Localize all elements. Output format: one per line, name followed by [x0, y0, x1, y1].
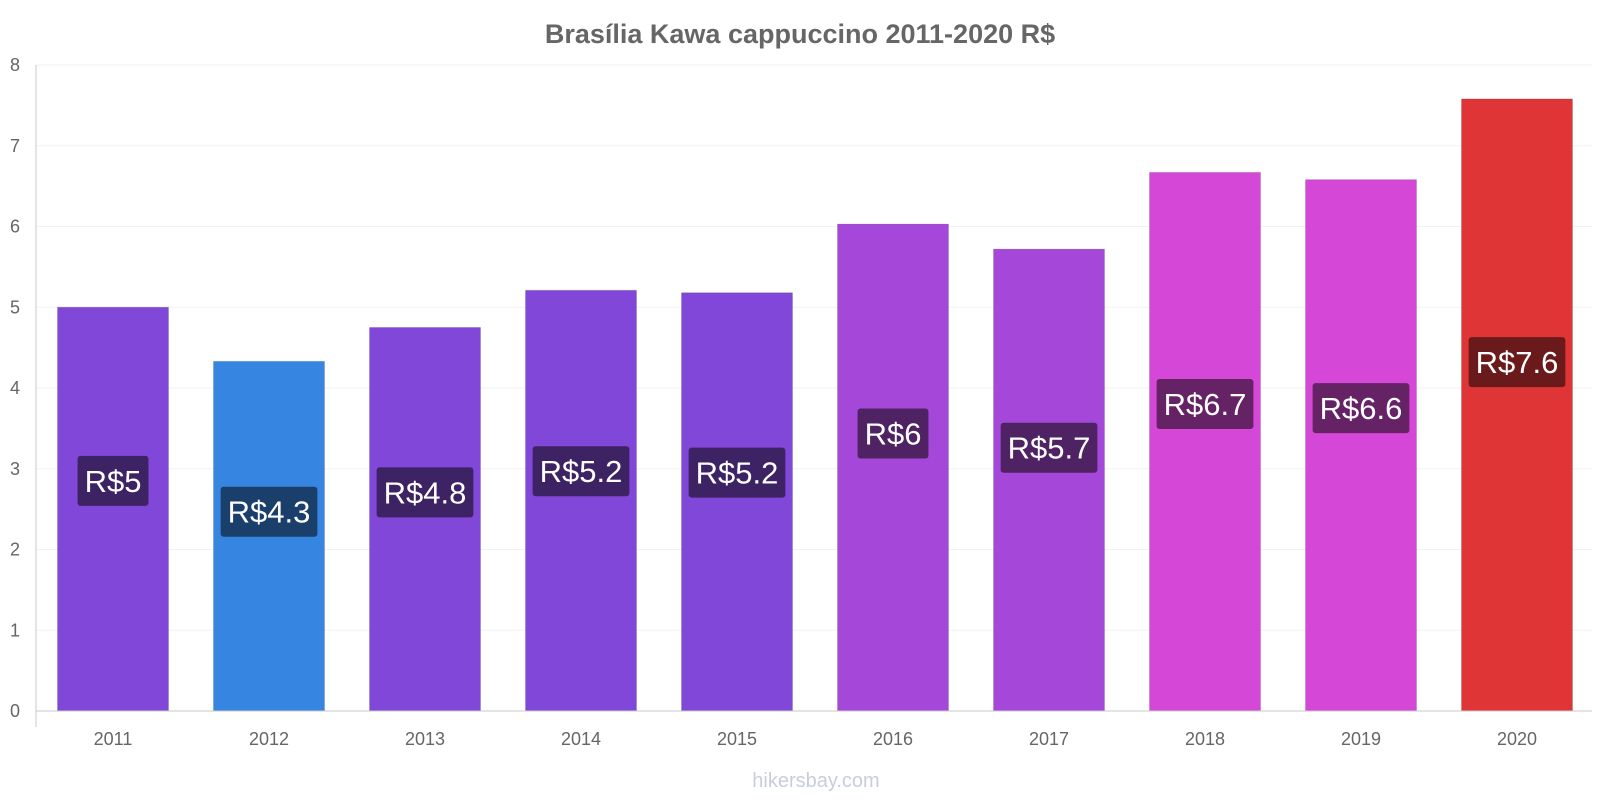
bar — [57, 306, 169, 712]
data-label: R$6.7 — [1156, 378, 1254, 429]
x-tick-labels: 2011 2012 2013 2014 2015 2016 2017 2018 2019 2020 — [94, 729, 1537, 749]
data-label: R$5.7 — [1000, 422, 1098, 473]
bar — [1149, 171, 1261, 712]
watermark: hikersbay.com — [752, 770, 879, 792]
data-label-background — [532, 446, 630, 497]
y-tick-label: 1 — [10, 620, 20, 640]
data-label-text: R$6.7 — [1164, 387, 1247, 422]
x-tick-label: 2012 — [249, 729, 289, 749]
bar — [681, 292, 793, 712]
axes — [35, 65, 1592, 727]
y-tick-label: 4 — [10, 378, 20, 398]
y-tick-label: 2 — [10, 540, 20, 560]
x-tick-label: 2016 — [873, 729, 913, 749]
data-label-text: R$4.3 — [228, 495, 311, 530]
data-label: R$6.6 — [1312, 383, 1410, 434]
data-label: R$4.8 — [376, 467, 474, 518]
bar — [993, 248, 1105, 712]
data-label-text: R$5 — [85, 464, 142, 499]
data-label-background — [1000, 422, 1098, 473]
x-tick-label: 2018 — [1185, 729, 1225, 749]
data-label-text: R$5.2 — [540, 454, 623, 489]
data-label-text: R$4.8 — [384, 475, 467, 510]
y-tick-labels: 0 1 2 3 4 5 6 7 8 — [10, 55, 20, 721]
data-label: R$5 — [77, 455, 149, 506]
y-tick-label: 6 — [10, 217, 20, 237]
data-label-text: R$6 — [865, 416, 922, 451]
data-label-background — [688, 447, 786, 498]
y-tick-label: 5 — [10, 297, 20, 317]
x-tick-label: 2011 — [94, 729, 133, 749]
x-tick-label: 2019 — [1341, 729, 1381, 749]
x-tick-label: 2015 — [717, 729, 757, 749]
data-label-background — [857, 408, 929, 459]
chart-title: Brasília Kawa cappuccino 2011-2020 R$ — [545, 19, 1055, 49]
data-label-background — [1312, 383, 1410, 434]
data-label: R$5.2 — [688, 447, 786, 498]
bar — [369, 326, 481, 712]
x-tick-label: 2013 — [405, 729, 445, 749]
data-label-text: R$6.6 — [1320, 391, 1403, 426]
bar — [1461, 98, 1573, 712]
data-label: R$5.2 — [532, 446, 630, 497]
data-label-background — [376, 467, 474, 518]
y-tick-label: 7 — [10, 136, 20, 156]
data-label: R$6 — [857, 408, 929, 459]
bar — [525, 289, 637, 712]
y-tick-label: 8 — [10, 55, 20, 75]
data-label: R$7.6 — [1468, 337, 1566, 388]
y-tick-label: 3 — [10, 459, 20, 479]
data-label-text: R$5.2 — [696, 456, 779, 491]
data-label-background — [77, 455, 149, 506]
data-label-background — [1156, 378, 1254, 429]
bar — [1305, 179, 1417, 712]
y-tick-label: 0 — [10, 701, 20, 721]
data-label-text: R$7.6 — [1476, 345, 1559, 380]
data-labels: R$5 R$4.3 R$4.8 R$5.2 R$5.2 R$6 R$5.7 R$6.7 R$6.… — [77, 337, 1566, 537]
x-tick-label: 2020 — [1497, 729, 1537, 749]
bar — [837, 223, 949, 712]
x-tick-label: 2017 — [1029, 729, 1069, 749]
x-tick-label: 2014 — [561, 729, 601, 749]
data-label: R$4.3 — [220, 486, 318, 537]
data-label-text: R$5.7 — [1008, 431, 1091, 466]
data-label-background — [1468, 337, 1566, 388]
data-label-background — [220, 486, 318, 537]
